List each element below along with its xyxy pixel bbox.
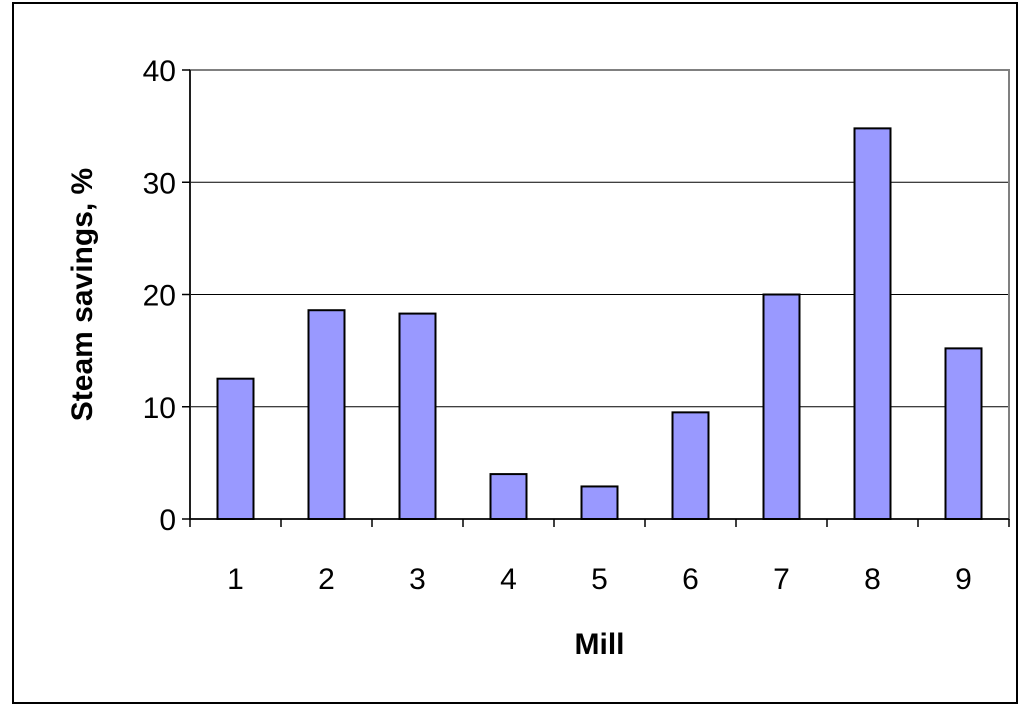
x-tick-label: 3 (409, 563, 426, 596)
bar-mill-5 (580, 485, 619, 521)
bar-mill-1 (216, 377, 255, 520)
x-tick-label: 6 (682, 563, 699, 596)
x-tick-label: 9 (955, 563, 972, 596)
y-tick-label: 30 (143, 167, 176, 200)
y-tick-label: 20 (143, 280, 176, 313)
x-tick-label: 4 (500, 563, 517, 596)
axes (182, 69, 1010, 527)
bar-mill-4 (489, 473, 528, 521)
bar-mill-9 (944, 347, 983, 520)
x-tick-label: 7 (773, 563, 790, 596)
bar-mill-2 (307, 309, 346, 520)
x-tick-label: 1 (227, 563, 244, 596)
bar-mill-3 (398, 312, 437, 520)
y-tick-label: 40 (143, 55, 176, 88)
y-tick-label: 0 (159, 504, 176, 537)
bar-mill-8 (853, 127, 892, 520)
bar-mill-7 (762, 293, 801, 520)
x-tick-labels: 1 2 3 4 5 6 7 8 9 (227, 563, 972, 596)
x-axis-title: Mill (575, 628, 625, 661)
y-tick-label: 10 (143, 392, 176, 425)
chart-frame (12, 2, 1018, 704)
bar-mill-6 (671, 411, 710, 520)
x-tick-label: 8 (864, 563, 881, 596)
y-axis-title: Steam savings, % (66, 168, 99, 421)
x-tick-label: 2 (318, 563, 335, 596)
y-tick-labels: 0 10 20 30 40 (143, 55, 176, 537)
bars (216, 127, 983, 521)
x-tick-label: 5 (591, 563, 608, 596)
